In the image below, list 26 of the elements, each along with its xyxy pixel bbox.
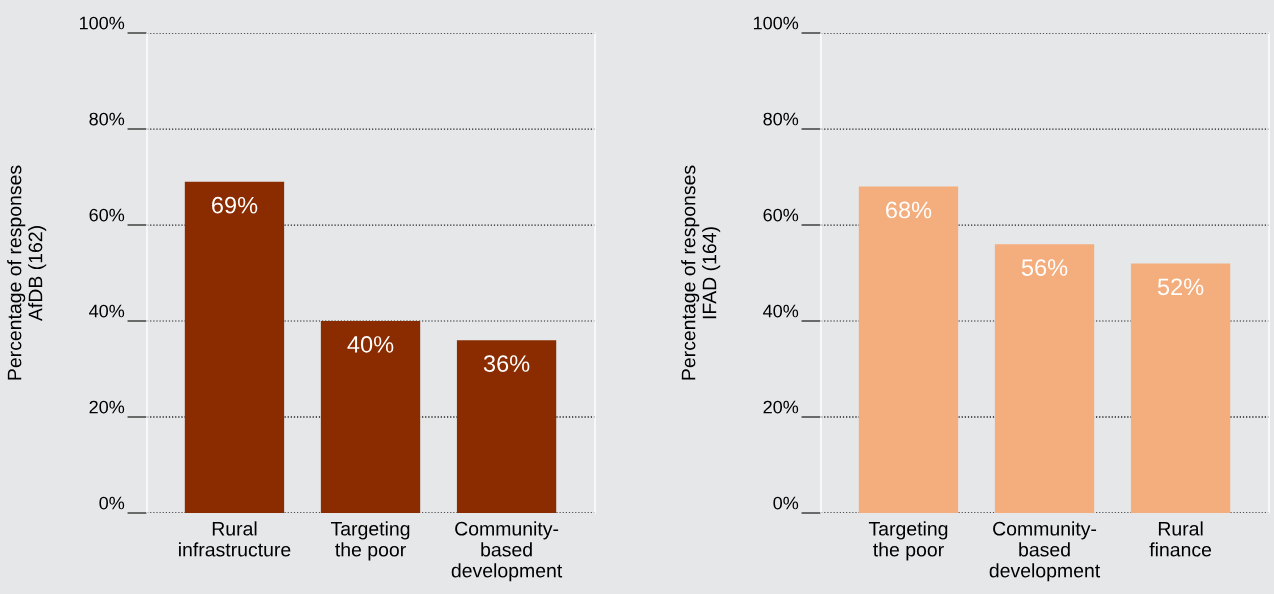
data-label: 69% (212, 196, 258, 214)
data-label: 36% (483, 355, 530, 372)
y-tick-label: 20% (763, 400, 799, 414)
y-tick-label: 0% (99, 496, 125, 510)
y-tick-label: 80% (89, 112, 125, 126)
data-label: 56% (1021, 259, 1068, 276)
y-tick-label: 100% (79, 16, 125, 30)
y-tick-label: 40% (763, 304, 799, 318)
y-tick-label: 60% (763, 208, 799, 222)
y-tick-label: 80% (763, 112, 799, 126)
y-tick-label: 0% (773, 496, 799, 510)
y-tick-label: 100% (753, 16, 799, 30)
x-tick-label: Targeting the poor (330, 521, 410, 561)
data-label: 52% (1157, 278, 1204, 296)
x-tick-label: Targeting the poor (868, 521, 948, 561)
x-tick-label: Community- based development (451, 521, 563, 582)
x-tick-label: Rural infrastructure (179, 521, 291, 557)
data-label: 68% (886, 201, 932, 219)
x-tick-label: Rural finance (1149, 521, 1212, 557)
y-axis-title: Percentage of responses IFAD (164) (681, 165, 721, 380)
data-label: 40% (347, 336, 394, 353)
y-tick-label: 60% (89, 208, 125, 222)
y-tick-label: 20% (89, 400, 125, 414)
y-tick-label: 40% (89, 304, 125, 318)
y-axis-title: Percentage of responses AfDB (162) (7, 165, 47, 380)
x-tick-label: Community- based development (989, 521, 1101, 582)
